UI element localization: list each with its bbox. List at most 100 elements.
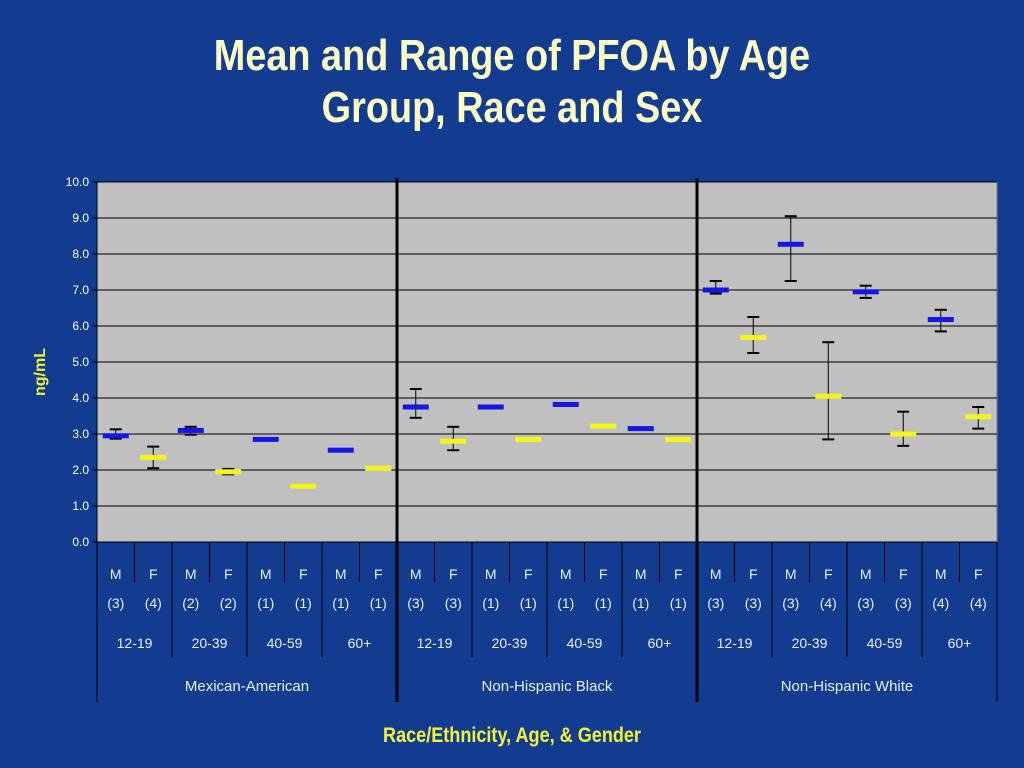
sample-size-label: (4) — [145, 595, 162, 611]
sample-size-label: (1) — [557, 595, 574, 611]
chart-title-line-2: Group, Race and Sex — [321, 83, 703, 132]
y-tick-label: 7.0 — [72, 283, 89, 297]
sample-size-label: (1) — [257, 595, 274, 611]
sex-label: F — [299, 566, 308, 582]
sex-label: M — [560, 566, 572, 582]
sex-label: M — [335, 566, 347, 582]
sample-size-label: (3) — [745, 595, 762, 611]
sex-label: M — [785, 566, 797, 582]
sample-size-label: (4) — [932, 595, 949, 611]
sample-size-label: (4) — [970, 595, 987, 611]
mean-marker-male — [327, 447, 354, 453]
mean-marker-male — [477, 404, 504, 410]
sex-label: M — [410, 566, 422, 582]
sex-label: M — [260, 566, 272, 582]
mean-marker-female — [815, 393, 842, 399]
chart-title: Mean and Range of PFOA by Age Group, Rac… — [72, 30, 953, 134]
mean-marker-female — [890, 431, 917, 437]
race-group-label: Non-Hispanic Black — [482, 678, 613, 695]
y-tick-label: 2.0 — [72, 463, 89, 477]
sample-size-label: (3) — [445, 595, 462, 611]
age-group-label: 60+ — [348, 635, 372, 651]
y-tick-label: 0.0 — [72, 535, 89, 549]
sex-label: M — [710, 566, 722, 582]
sex-label: F — [674, 566, 683, 582]
sex-label: M — [935, 566, 947, 582]
x-axis-label: Race/Ethnicity, Age, & Gender — [383, 724, 641, 747]
sample-size-label: (3) — [895, 595, 912, 611]
sex-label: F — [899, 566, 908, 582]
age-group-label: 12-19 — [117, 635, 153, 651]
sample-size-label: (1) — [332, 595, 349, 611]
mean-marker-male — [777, 241, 804, 247]
sample-size-label: (1) — [482, 595, 499, 611]
mean-marker-female — [365, 465, 392, 471]
y-tick-label: 3.0 — [72, 427, 89, 441]
sex-label: F — [749, 566, 758, 582]
sample-size-label: (3) — [107, 595, 124, 611]
mean-marker-male — [927, 317, 954, 323]
sample-size-label: (4) — [820, 595, 837, 611]
age-group-label: 60+ — [648, 635, 672, 651]
sex-label: F — [824, 566, 833, 582]
age-group-label: 12-19 — [717, 635, 753, 651]
sex-label: F — [149, 566, 158, 582]
sex-label: F — [449, 566, 458, 582]
mean-marker-female — [140, 454, 167, 460]
mean-marker-female — [665, 436, 692, 442]
sample-size-label: (1) — [670, 595, 687, 611]
sex-label: M — [185, 566, 197, 582]
age-group-label: 60+ — [948, 635, 972, 651]
mean-marker-male — [852, 289, 879, 295]
sample-size-label: (3) — [407, 595, 424, 611]
sex-label: F — [524, 566, 533, 582]
mean-marker-male — [252, 436, 279, 442]
age-group-label: 40-59 — [867, 635, 903, 651]
sex-label: F — [374, 566, 383, 582]
sample-size-label: (1) — [295, 595, 312, 611]
sample-size-label: (3) — [857, 595, 874, 611]
mean-marker-male — [402, 404, 429, 410]
sex-label: F — [599, 566, 608, 582]
sample-size-label: (1) — [632, 595, 649, 611]
mean-marker-female — [740, 335, 767, 341]
y-tick-label: 1.0 — [72, 499, 89, 513]
sex-label: F — [224, 566, 233, 582]
y-tick-label: 9.0 — [72, 211, 89, 225]
mean-marker-female — [590, 423, 617, 429]
sample-size-label: (1) — [595, 595, 612, 611]
y-tick-label: 8.0 — [72, 247, 89, 261]
age-group-label: 20-39 — [192, 635, 228, 651]
mean-marker-female — [290, 483, 317, 489]
mean-marker-male — [177, 427, 204, 433]
mean-marker-male — [102, 433, 129, 439]
sample-size-label: (2) — [182, 595, 199, 611]
sex-label: M — [485, 566, 497, 582]
age-group-label: 40-59 — [267, 635, 303, 651]
mean-marker-female — [440, 438, 467, 444]
mean-marker-female — [215, 469, 242, 475]
sex-label: M — [635, 566, 647, 582]
sample-size-label: (3) — [782, 595, 799, 611]
mean-marker-male — [702, 287, 729, 293]
sex-label: M — [110, 566, 122, 582]
sample-size-label: (3) — [707, 595, 724, 611]
race-group-label: Mexican-American — [185, 678, 309, 695]
age-group-label: 40-59 — [567, 635, 603, 651]
mean-marker-male — [552, 401, 579, 407]
y-tick-label: 4.0 — [72, 391, 89, 405]
y-tick-label: 5.0 — [72, 355, 89, 369]
sample-size-label: (2) — [220, 595, 237, 611]
chart-title-line-1: Mean and Range of PFOA by Age — [213, 31, 811, 80]
age-group-label: 12-19 — [417, 635, 453, 651]
mean-marker-female — [965, 414, 992, 420]
mean-marker-female — [515, 436, 542, 442]
sample-size-label: (1) — [370, 595, 387, 611]
mean-marker-male — [627, 426, 654, 432]
y-tick-label: 6.0 — [72, 319, 89, 333]
age-group-label: 20-39 — [792, 635, 828, 651]
y-tick-label: 10.0 — [66, 175, 90, 189]
race-group-label: Non-Hispanic White — [781, 678, 914, 695]
sex-label: M — [860, 566, 872, 582]
